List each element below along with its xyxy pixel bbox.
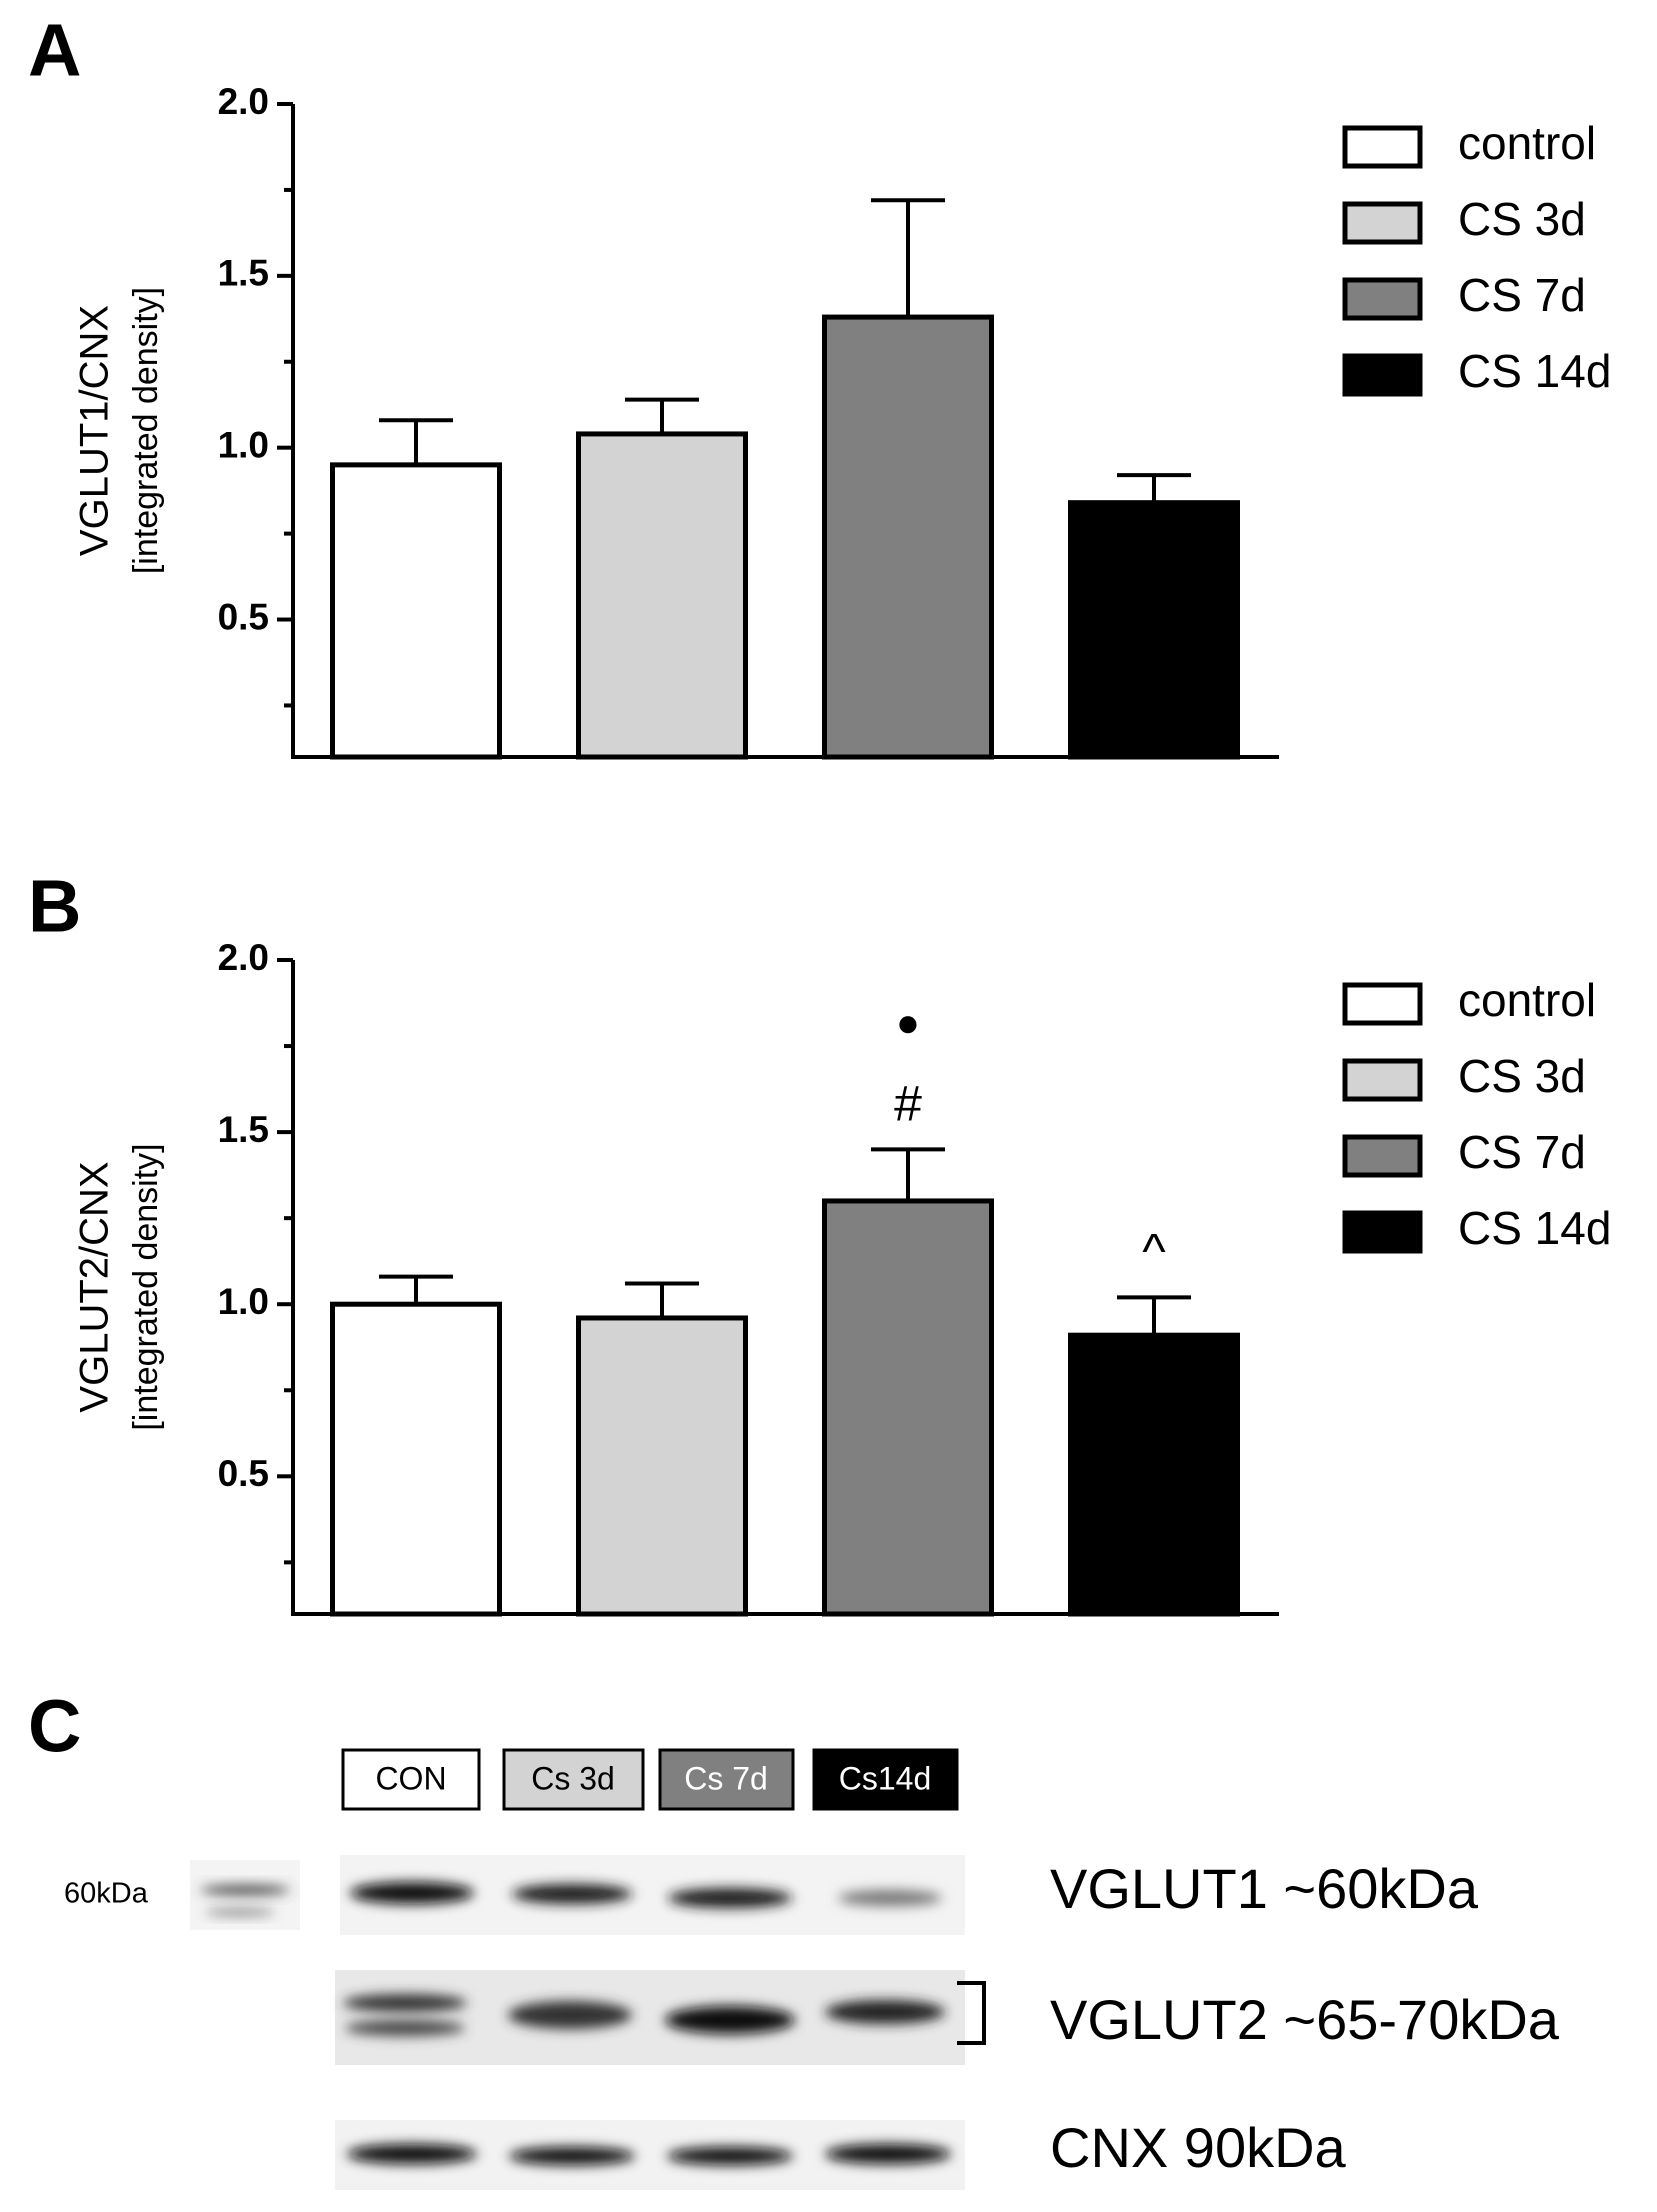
band-label: VGLUT1 ~60kDa bbox=[1050, 1857, 1479, 1920]
y-tick-label: 1.5 bbox=[218, 253, 269, 294]
y-tick-label: 2.0 bbox=[218, 81, 269, 122]
y-tick-label: 0.5 bbox=[218, 596, 269, 637]
band bbox=[509, 2147, 635, 2165]
band bbox=[345, 2020, 465, 2036]
legend-label: CS 14d bbox=[1458, 1202, 1611, 1254]
legend-swatch bbox=[1342, 125, 1423, 169]
lane-box bbox=[658, 1748, 795, 1811]
y-tick-label: 0.5 bbox=[218, 1453, 269, 1494]
legend-label: control bbox=[1458, 974, 1596, 1026]
legend-label: CS 7d bbox=[1458, 1126, 1586, 1178]
y-axis-label: VGLUT1/CNX bbox=[73, 305, 117, 556]
band bbox=[508, 2001, 632, 2029]
annotation: ● bbox=[896, 1001, 920, 1045]
bar bbox=[822, 1198, 994, 1617]
legend-swatch bbox=[1342, 201, 1423, 245]
legend-swatch bbox=[1342, 1058, 1423, 1102]
marker-band bbox=[200, 1885, 290, 1895]
band bbox=[668, 1888, 792, 1908]
lane-label: CON bbox=[375, 1760, 446, 1796]
legend-swatch bbox=[1342, 1134, 1423, 1178]
y-tick-label: 2.0 bbox=[218, 937, 269, 978]
legend-label: control bbox=[1458, 117, 1596, 169]
western-blot: C CON Cs 3d Cs 7d Cs14d 60kDa bbox=[28, 1685, 1560, 2190]
annotation: ^ bbox=[1142, 1224, 1166, 1280]
y-axis-label: VGLUT2/CNX bbox=[73, 1161, 117, 1412]
bar bbox=[576, 431, 748, 760]
y-tick-label: 1.5 bbox=[218, 1109, 269, 1150]
band bbox=[838, 1890, 942, 1906]
legend-swatch bbox=[1342, 982, 1423, 1026]
bar bbox=[576, 1315, 748, 1617]
legend-label: CS 7d bbox=[1458, 269, 1586, 321]
bracket bbox=[957, 1981, 986, 2045]
y-tick-label: 1.0 bbox=[218, 424, 269, 465]
lane-box bbox=[812, 1748, 959, 1811]
chart: A VGLUT1/CNX [integrated density] 0.5 1.0 1.5… bbox=[28, 9, 1611, 760]
panel-label: C bbox=[28, 1685, 81, 1768]
legend-swatch bbox=[1342, 353, 1423, 397]
lane-box bbox=[502, 1748, 645, 1811]
y-tick-label: 1.0 bbox=[218, 1281, 269, 1322]
lane-label: Cs 3d bbox=[531, 1760, 615, 1796]
legend-label: CS 14d bbox=[1458, 345, 1611, 397]
bar bbox=[1068, 1332, 1240, 1617]
lane-label: Cs 7d bbox=[684, 1760, 768, 1796]
lane-label: Cs14d bbox=[839, 1760, 932, 1796]
band bbox=[347, 2144, 477, 2164]
panel-label: A bbox=[28, 9, 81, 92]
band bbox=[667, 2147, 793, 2165]
band bbox=[665, 2006, 795, 2034]
y-axis-label: [integrated density] bbox=[127, 287, 165, 574]
band bbox=[825, 2144, 951, 2164]
legend-swatch bbox=[1342, 1210, 1423, 1254]
lane-box bbox=[341, 1748, 481, 1811]
panel-label: B bbox=[28, 865, 81, 948]
band-label: CNX 90kDa bbox=[1050, 2116, 1347, 2179]
band bbox=[343, 1994, 467, 2012]
band-label: VGLUT2 ~65-70kDa bbox=[1050, 1988, 1560, 2051]
marker-band bbox=[205, 1908, 275, 1916]
band bbox=[512, 1884, 632, 1904]
chart: B VGLUT2/CNX [integrated density] 0.5 1.0 1.5… bbox=[28, 865, 1611, 1617]
band bbox=[350, 1882, 474, 1904]
marker-label: 60kDa bbox=[64, 1878, 149, 1910]
bar bbox=[1068, 500, 1240, 760]
legend-swatch bbox=[1342, 277, 1423, 321]
y-axis-label: [integrated density] bbox=[127, 1143, 165, 1430]
legend-label: CS 3d bbox=[1458, 1050, 1586, 1102]
band bbox=[825, 2000, 945, 2024]
legend-label: CS 3d bbox=[1458, 193, 1586, 245]
annotation: # bbox=[894, 1076, 922, 1132]
bar bbox=[330, 1301, 502, 1617]
bar bbox=[330, 462, 502, 760]
bar bbox=[822, 314, 994, 760]
